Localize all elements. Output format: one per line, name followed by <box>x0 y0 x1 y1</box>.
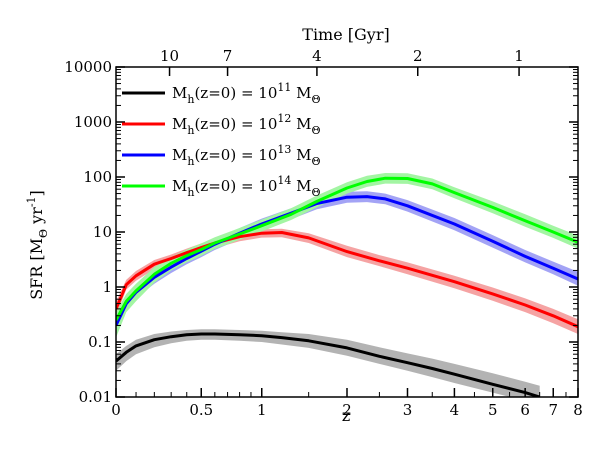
series-lines <box>116 176 578 397</box>
top-tick-label: 4 <box>312 47 322 65</box>
top-tick-label: 10 <box>160 47 179 65</box>
top-tick-label: 2 <box>413 47 423 65</box>
top-tick-label: 1 <box>514 47 524 65</box>
legend-entry-2: Mh(z=0) = 1012 MΘ <box>172 112 321 137</box>
top-tick-label: 7 <box>223 47 233 65</box>
x-tick-label: 7 <box>548 401 558 419</box>
line-series-1 <box>116 332 541 397</box>
x-tick-label: 1 <box>257 401 267 419</box>
legend-entry-4: Mh(z=0) = 1014 MΘ <box>172 174 321 199</box>
legend: Mh(z=0) = 1011 MΘ Mh(z=0) = 1012 MΘ Mh(z=0… <box>122 81 321 199</box>
line-series-4 <box>116 176 578 321</box>
uncertainty-bands <box>116 173 578 397</box>
x-tick-label: 4 <box>450 401 460 419</box>
top-axis-title: Time [Gyr] <box>302 25 389 44</box>
x-axis-title: z <box>342 406 350 425</box>
line-series-2 <box>116 231 578 329</box>
y-tick-label: 0.1 <box>88 333 112 351</box>
y-tick-label: 1 <box>102 278 112 296</box>
band-series-1 <box>116 329 540 397</box>
x-tick-label: 0.5 <box>189 401 213 419</box>
y-axis-title: SFR [MΘ yr-1] <box>25 190 50 300</box>
legend-entry-1: Mh(z=0) = 1011 MΘ <box>172 81 321 106</box>
y-tick-label: 100 <box>83 168 112 186</box>
y-tick-label: 1000 <box>74 113 112 131</box>
x-tick-label: 8 <box>573 401 583 419</box>
x-tick-label: 0 <box>111 401 121 419</box>
y-tick-label: 10000 <box>64 58 112 76</box>
x-tick-label: 3 <box>403 401 413 419</box>
x-tick-label: 5 <box>488 401 498 419</box>
x-tick-label: 2 <box>342 401 352 419</box>
band-series-2 <box>116 228 578 334</box>
x-tick-label: 6 <box>520 401 530 419</box>
legend-entry-3: Mh(z=0) = 1013 MΘ <box>172 143 321 168</box>
y-tick-label: 0.01 <box>79 388 112 406</box>
axis-ticks <box>115 66 579 398</box>
y-tick-label: 10 <box>93 223 112 241</box>
